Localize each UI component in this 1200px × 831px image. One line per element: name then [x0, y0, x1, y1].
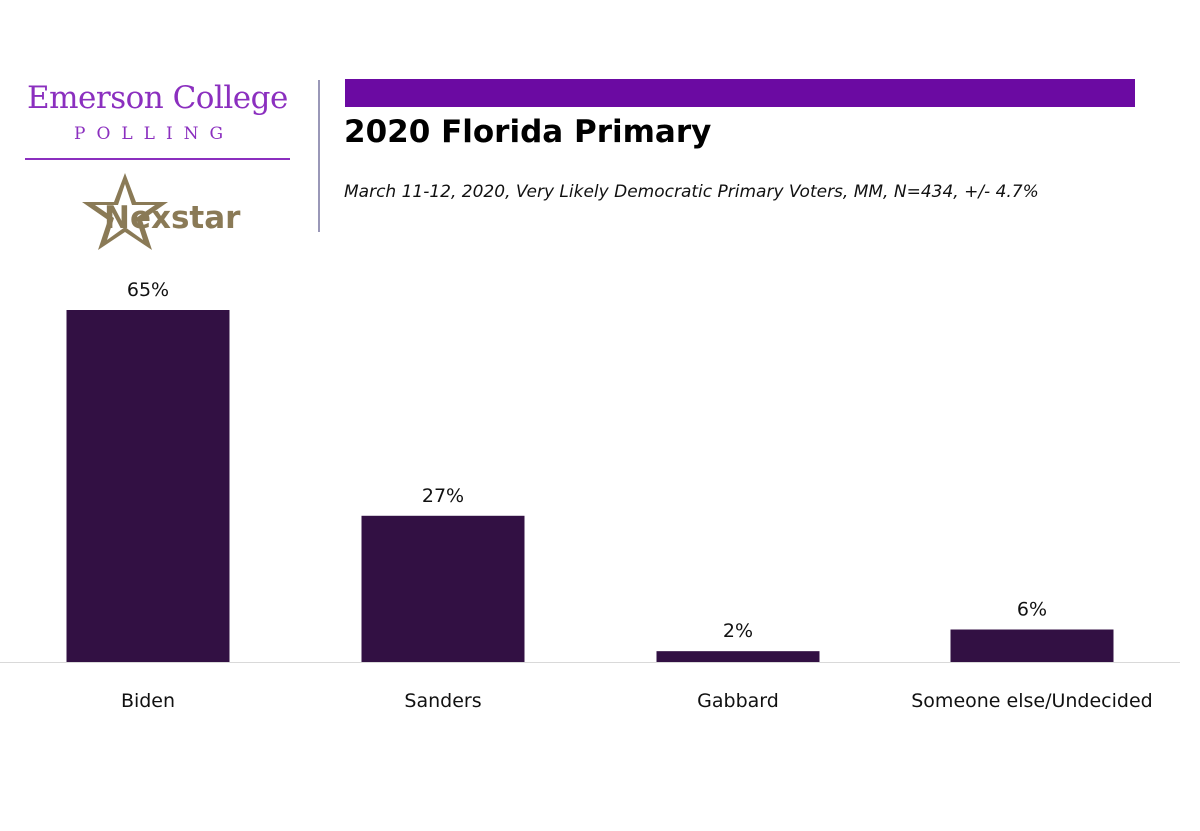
- logo-divider: [25, 158, 290, 160]
- nexstar-star-icon: [82, 173, 168, 250]
- category-label: Sanders: [404, 690, 481, 712]
- category-label: Someone else/Undecided: [911, 690, 1152, 712]
- accent-bar: [345, 79, 1135, 107]
- data-label: 65%: [127, 279, 169, 301]
- logo-emerson-college: Emerson College: [27, 80, 288, 116]
- logo-nexstar: Nexstar: [104, 200, 241, 236]
- category-label: Biden: [121, 690, 175, 712]
- bar-gabbard: [656, 651, 820, 662]
- logo-polling: POLLING: [74, 124, 235, 144]
- data-label: 2%: [723, 620, 753, 642]
- bar-someone-else-undecided: [950, 629, 1114, 662]
- chart-title: 2020 Florida Primary: [344, 114, 712, 150]
- bar-biden: [66, 310, 230, 662]
- data-label: 27%: [422, 485, 464, 507]
- header-divider: [318, 80, 320, 232]
- category-label: Gabbard: [697, 690, 779, 712]
- data-label: 6%: [1017, 599, 1047, 621]
- bar-sanders: [361, 515, 525, 662]
- chart-subtitle: March 11-12, 2020, Very Likely Democrati…: [344, 182, 1039, 202]
